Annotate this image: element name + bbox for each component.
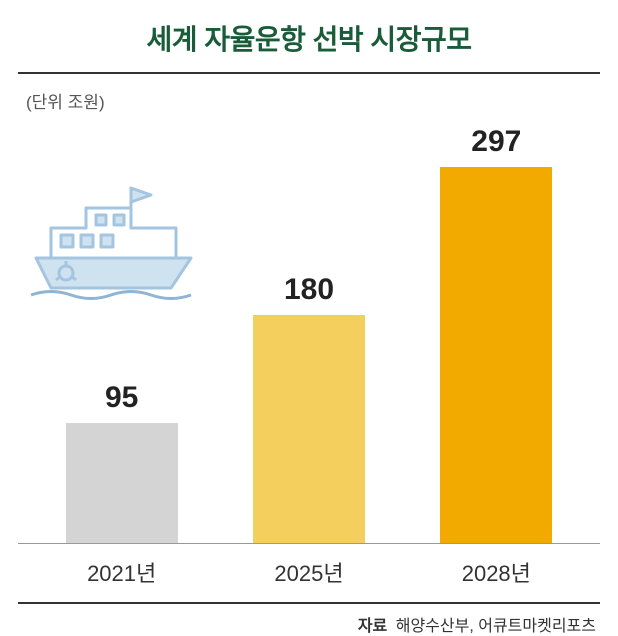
bar-column: 95 (29, 381, 214, 543)
bar (66, 423, 178, 543)
bar-value-label: 95 (105, 381, 138, 415)
source-line: 자료 해양수산부, 어큐트마켓리포츠 (18, 604, 600, 636)
bar (253, 315, 365, 543)
chart-title: 세계 자율운항 선박 시장규모 (18, 0, 600, 72)
bar-value-label: 180 (284, 273, 334, 307)
bar-column: 180 (216, 273, 401, 543)
bar-column: 297 (404, 125, 589, 543)
unit-label: (단위 조원) (18, 74, 600, 113)
x-axis-label: 2021년 (29, 556, 214, 588)
x-axis-label: 2025년 (216, 556, 401, 588)
x-axis-label: 2028년 (404, 556, 589, 588)
bars-wrap: 95 180 297 (18, 113, 600, 543)
source-text: 해양수산부, 어큐트마켓리포츠 (396, 618, 596, 635)
x-axis-labels: 2021년 2025년 2028년 (18, 544, 600, 588)
chart-area: 95 180 297 (18, 113, 600, 543)
bar-value-label: 297 (471, 125, 521, 159)
source-label: 자료 (358, 618, 387, 635)
bar (440, 167, 552, 543)
